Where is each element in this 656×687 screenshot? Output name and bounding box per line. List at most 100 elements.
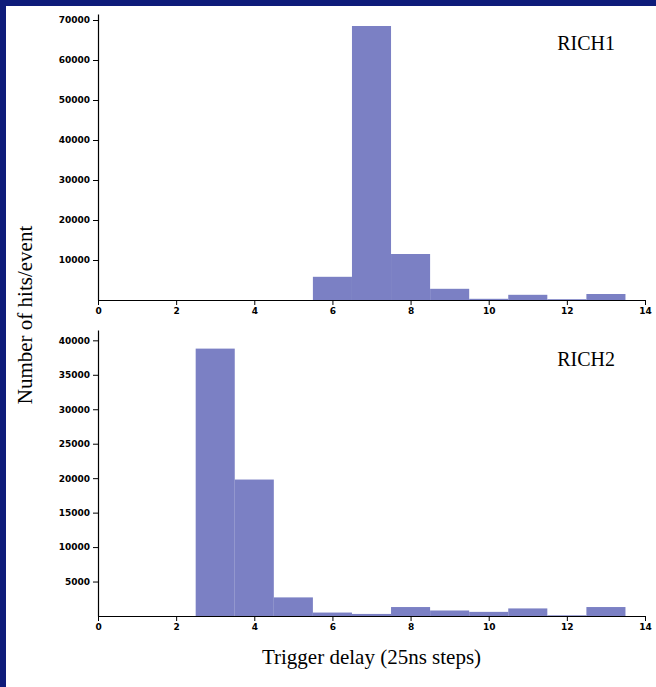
y-tick-label: 10000 — [59, 542, 90, 552]
x-tick-label: 8 — [408, 306, 414, 316]
x-tick-mark — [98, 300, 99, 305]
x-axis: 0 2 4 6 8 10 12 14 — [95, 616, 651, 632]
x-tick-mark — [567, 300, 568, 305]
x-tick-mark — [254, 300, 255, 305]
y-tick-mark — [93, 340, 98, 341]
y-tick: 60000 — [59, 55, 98, 65]
bar — [391, 254, 430, 300]
x-tick: 2 — [174, 300, 180, 316]
x-axis-line — [99, 300, 646, 301]
bar — [196, 349, 235, 616]
y-tick-label: 50000 — [59, 95, 90, 105]
y-tick-label: 70000 — [59, 15, 90, 25]
x-tick-mark — [645, 616, 646, 621]
x-tick: 14 — [639, 616, 652, 632]
bar — [352, 614, 391, 616]
x-tick: 6 — [330, 616, 336, 632]
y-tick-mark — [93, 478, 98, 479]
y-tick-label: 5000 — [65, 577, 90, 587]
y-tick-mark — [93, 180, 98, 181]
x-tick-label: 12 — [561, 622, 574, 632]
x-tick-label: 0 — [95, 622, 101, 632]
bar — [391, 607, 430, 616]
bar — [469, 612, 508, 616]
x-axis-title: Trigger delay (25ns steps) — [262, 645, 481, 669]
x-tick-mark — [176, 300, 177, 305]
x-tick-mark — [645, 300, 646, 305]
x-tick-mark — [332, 616, 333, 621]
x-tick-mark — [489, 300, 490, 305]
x-tick-label: 14 — [639, 306, 652, 316]
y-tick-mark — [93, 100, 98, 101]
x-tick-label: 12 — [561, 306, 574, 316]
bars — [313, 26, 626, 300]
x-tick: 4 — [252, 300, 258, 316]
x-tick-label: 4 — [252, 622, 258, 632]
panel: 0246810121410000200003000040000500006000… — [59, 15, 652, 317]
y-tick-mark — [93, 582, 98, 583]
bar — [586, 294, 625, 300]
x-tick: 8 — [408, 300, 414, 316]
y-tick-mark — [93, 547, 98, 548]
x-tick-label: 0 — [95, 306, 101, 316]
bar — [586, 607, 625, 616]
y-tick: 30000 — [59, 405, 98, 415]
bar — [547, 615, 586, 616]
y-axis-line — [98, 331, 99, 617]
chart-figure: 0246810121410000200003000040000500006000… — [0, 0, 656, 687]
x-tick-mark — [98, 616, 99, 621]
x-tick-label: 4 — [252, 306, 258, 316]
y-tick-mark — [93, 140, 98, 141]
y-tick-label: 20000 — [59, 474, 90, 484]
x-tick: 12 — [561, 616, 574, 632]
x-tick: 6 — [330, 300, 336, 316]
bar — [430, 610, 469, 616]
x-tick-mark — [489, 616, 490, 621]
x-tick: 12 — [561, 300, 574, 316]
x-tick: 10 — [483, 300, 496, 316]
x-axis: 0 2 4 6 8 10 12 14 — [95, 300, 651, 316]
bar — [469, 299, 508, 300]
x-tick: 2 — [174, 616, 180, 632]
bar — [430, 289, 469, 300]
x-tick-mark — [332, 300, 333, 305]
bar — [547, 299, 586, 300]
bar — [508, 608, 547, 616]
panel: 0246810121450001000015000200002500030000… — [59, 331, 652, 633]
y-axis: 500010000150002000025000300003500040000 — [59, 331, 99, 617]
x-tick-label: 10 — [483, 622, 496, 632]
y-tick-label: 35000 — [59, 370, 90, 380]
x-tick-label: 14 — [639, 622, 652, 632]
y-tick: 10000 — [59, 255, 98, 265]
x-tick-label: 10 — [483, 306, 496, 316]
y-tick-mark — [93, 513, 98, 514]
x-tick-mark — [567, 616, 568, 621]
x-tick-label: 8 — [408, 622, 414, 632]
y-tick-mark — [93, 20, 98, 21]
x-tick: 14 — [639, 300, 652, 316]
x-tick: 0 — [95, 300, 101, 316]
x-tick-mark — [411, 616, 412, 621]
figure-background — [6, 6, 656, 687]
y-tick: 70000 — [59, 15, 98, 25]
y-tick: 15000 — [59, 508, 98, 518]
y-tick: 30000 — [59, 175, 98, 185]
x-tick-label: 2 — [174, 306, 180, 316]
y-tick-mark — [93, 60, 98, 61]
x-tick-mark — [411, 300, 412, 305]
bar — [313, 277, 352, 300]
y-tick-mark — [93, 409, 98, 410]
y-axis-line — [98, 15, 99, 301]
bar — [274, 597, 313, 616]
y-tick: 10000 — [59, 542, 98, 552]
y-tick-label: 30000 — [59, 175, 90, 185]
panel-title: RICH1 — [557, 32, 615, 54]
y-tick: 5000 — [65, 577, 98, 587]
bar — [352, 26, 391, 300]
bar — [508, 295, 547, 300]
x-tick: 4 — [252, 616, 258, 632]
x-tick-mark — [254, 616, 255, 621]
y-tick-mark — [93, 260, 98, 261]
y-tick-label: 15000 — [59, 508, 90, 518]
y-tick-label: 30000 — [59, 405, 90, 415]
